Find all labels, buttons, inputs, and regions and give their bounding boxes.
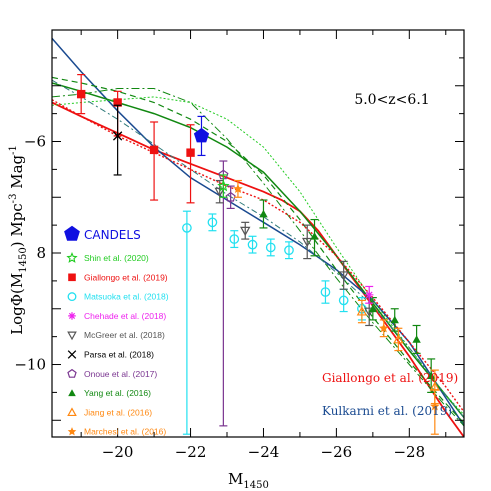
point-5-3 (338, 271, 349, 281)
x-tick-label: −24 (248, 443, 280, 461)
point-5-1 (240, 226, 251, 237)
point-10-2 (430, 401, 440, 411)
legend-marker-8 (67, 407, 77, 417)
point-1-3 (186, 148, 195, 157)
point-3-5 (284, 245, 294, 256)
model-curve-3 (52, 76, 464, 424)
point-3-1 (207, 217, 218, 228)
legend-label-6: Onoue et al. (2017) (84, 369, 157, 379)
x-tick-label: −22 (175, 443, 207, 461)
y-axis-title: LogΦ(M1450) Mpc-3 Mag-1 (8, 145, 29, 335)
legend-label-1: Giallongo et al. (2019) (84, 272, 168, 282)
point-9-0 (356, 306, 368, 316)
point-7-4 (412, 335, 421, 343)
axis-ticks: −20 −22 −24 −26 −28 −6 8 −10 (14, 30, 464, 461)
point-10-1 (379, 323, 389, 333)
y-axis-title-pre: LogΦ(M (8, 273, 26, 335)
model-label-giallongo: Giallongo et al. (2019) (322, 371, 458, 385)
y-axis-title-sup2: -1 (8, 145, 19, 155)
y-axis-title-mid: Mag (8, 154, 26, 193)
point-5-0 (214, 187, 225, 198)
model-curve-0 (52, 101, 464, 437)
legend-label-7: Yang et al. (2016) (84, 388, 151, 398)
plot-frame (51, 29, 465, 438)
legend-label-4: McGreer et al. (2018) (84, 330, 165, 340)
legend: CANDELS Shin et al. (2020) Giallongo et al… (64, 225, 169, 437)
legend-marker-2 (67, 292, 77, 302)
point-7-1 (310, 232, 319, 240)
y-tick-label: −6 (24, 133, 46, 151)
legend-label-5: Parsa et al. (2018) (84, 350, 154, 360)
legend-marker-1 (68, 273, 76, 282)
point-3-3 (247, 239, 258, 250)
legend-marker-3 (68, 312, 76, 320)
y-tick-label: −10 (14, 356, 46, 374)
x-tick-label: −28 (393, 443, 425, 461)
legend-marker-6 (67, 368, 77, 378)
point-3-0 (182, 223, 192, 233)
point-1-2 (149, 145, 159, 155)
redshift-label: 5.0<z<6.1 (354, 92, 429, 108)
legend-label-0: Shin et al. (2020) (84, 253, 149, 263)
legend-marker-4 (67, 331, 77, 341)
point-3-4 (265, 242, 276, 253)
y-axis-title-post: ) Mpc (8, 203, 26, 247)
model-label-kulkarni: Kulkarni et al. (2019) (322, 404, 452, 418)
data-points (76, 74, 441, 435)
point-2-0 (112, 131, 123, 141)
legend-label-9: Marchesi et al. (2016) (84, 427, 166, 437)
x-axis-title-main: M (228, 470, 243, 488)
point-1-0 (76, 89, 86, 99)
point-3-6 (320, 287, 331, 297)
legend-label-2: Matsuoka et al. (2018) (84, 292, 169, 302)
legend-marker-candels (64, 225, 80, 241)
legend-marker-0 (66, 251, 78, 263)
point-3-7 (338, 295, 349, 306)
legend-marker-9 (67, 427, 77, 436)
point-1-1 (113, 98, 122, 107)
y-tick-label: 8 (36, 244, 46, 262)
x-axis-title: M1450 (228, 470, 269, 491)
point-5-2 (302, 237, 313, 248)
y-axis-title-sub: 1450 (18, 247, 29, 272)
legend-label-8: Jiang et al. (2016) (84, 407, 152, 417)
model-curve-7 (52, 79, 464, 418)
model-curve-4 (52, 88, 464, 427)
point-7-0 (259, 209, 268, 218)
point-7-2 (368, 304, 378, 313)
point-0-0 (193, 127, 210, 143)
point-7-5 (426, 371, 436, 380)
point-10-0 (233, 183, 243, 193)
legend-marker-5 (67, 350, 77, 359)
point-6-0 (217, 179, 230, 192)
x-tick-label: −20 (102, 443, 134, 461)
legend-label-candels: CANDELS (84, 228, 141, 242)
x-tick-label: −26 (321, 443, 353, 461)
point-9-1 (393, 333, 404, 344)
point-3-2 (229, 234, 240, 244)
legend-label-3: Chehade et al. (2018) (84, 311, 166, 321)
point-4-1 (225, 191, 236, 202)
legend-marker-7 (68, 389, 76, 397)
point-7-3 (390, 315, 399, 324)
x-axis-title-sub: 1450 (243, 480, 268, 491)
y-axis-title-sup1: -3 (8, 194, 19, 204)
point-8-0 (365, 290, 374, 300)
